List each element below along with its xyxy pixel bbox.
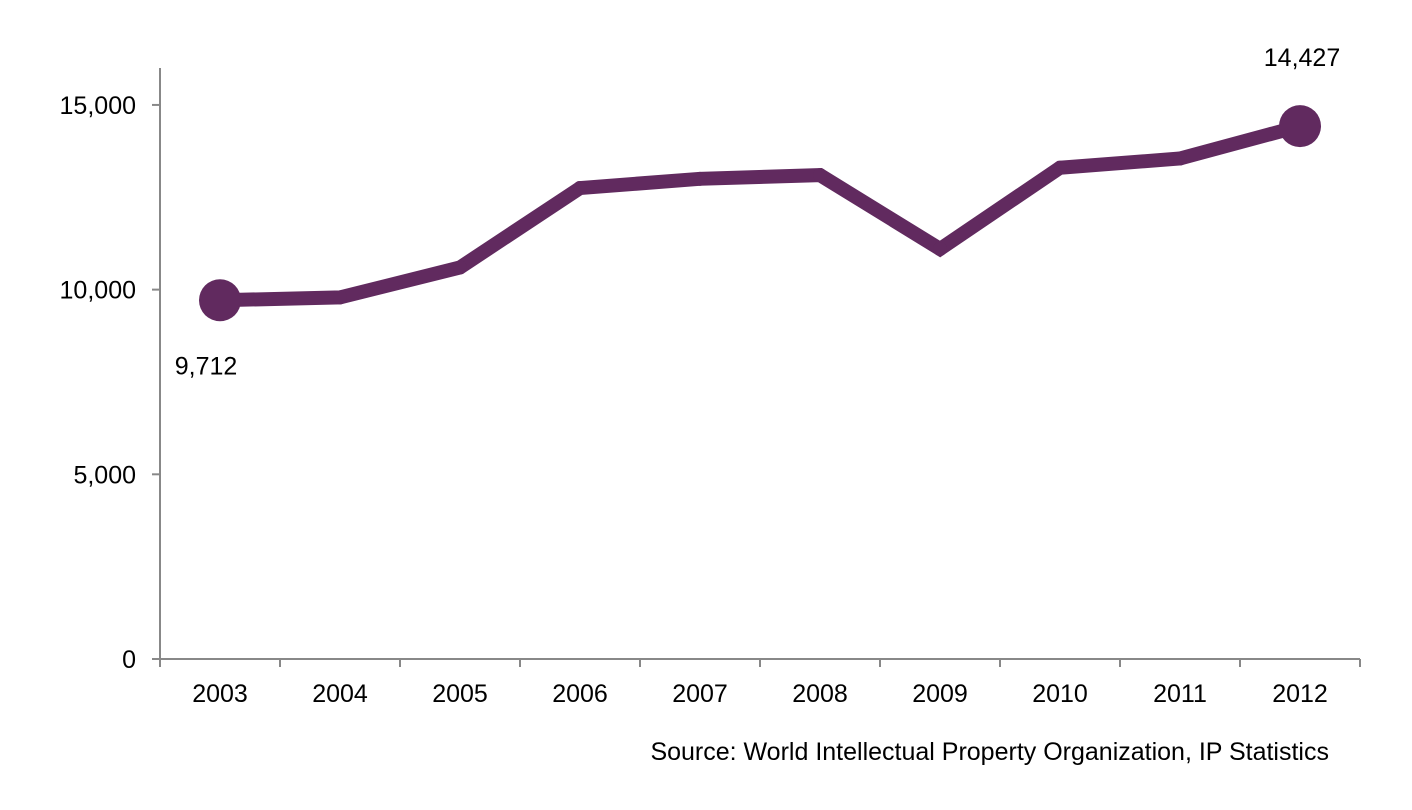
data-point [813, 168, 827, 183]
y-tick-label: 5,000 [73, 461, 136, 489]
data-labels: 9,712 14,427 [175, 44, 1341, 380]
data-label: 14,427 [1264, 44, 1340, 72]
data-point [1173, 151, 1187, 166]
y-tick-label: 10,000 [60, 277, 136, 305]
data-point [573, 181, 587, 196]
data-point [933, 241, 947, 256]
x-tick-label: 2012 [1272, 680, 1328, 708]
data-point [199, 279, 241, 322]
data-label: 9,712 [175, 352, 238, 380]
source-note: Source: World Intellectual Property Orga… [650, 738, 1329, 766]
x-tick-label: 2006 [552, 680, 608, 708]
y-tick-label: 0 [122, 646, 136, 674]
x-tick-label: 2011 [1153, 680, 1207, 708]
x-tick-label: 2008 [792, 680, 848, 708]
data-point [1279, 105, 1321, 148]
data-point [693, 171, 707, 186]
x-tick-label: 2009 [912, 680, 968, 708]
x-tick-label: 2010 [1032, 680, 1088, 708]
x-tick-label: 2004 [312, 680, 368, 708]
y-tick-label: 15,000 [60, 92, 136, 120]
data-point [1053, 160, 1067, 175]
series-line [219, 119, 1302, 308]
data-point [453, 260, 467, 275]
x-axis: 2003 2004 2005 2006 2007 2008 2009 2010 2011 2012 [159, 658, 1361, 708]
x-tick-label: 2005 [432, 680, 488, 708]
x-tick-label: 2007 [672, 680, 728, 708]
data-point [333, 290, 347, 305]
series-layer [199, 105, 1321, 322]
y-axis: 0 5,000 10,000 15,000 [60, 68, 161, 674]
x-tick-label: 2003 [192, 680, 248, 708]
